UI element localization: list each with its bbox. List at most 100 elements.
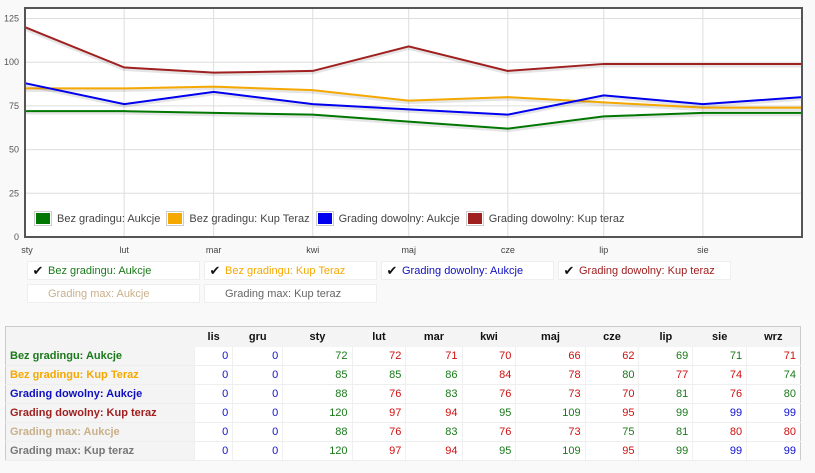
table-cell: 74 bbox=[746, 365, 801, 385]
table-cell: 70 bbox=[584, 384, 639, 404]
table-cell: 99 bbox=[638, 441, 693, 461]
legend-label: Bez gradingu: Kup Teraz bbox=[189, 212, 310, 225]
chart-legend: Bez gradingu: Aukcje Bez gradingu: Kup Te… bbox=[30, 211, 626, 226]
table-cell: 0 bbox=[193, 422, 233, 442]
series-toggle[interactable]: ✔ Grading dowolny: Kup teraz bbox=[558, 261, 731, 280]
table-cell: 99 bbox=[692, 403, 747, 423]
toggle-label: Bez gradingu: Kup Teraz bbox=[225, 264, 346, 277]
table-cell: 75 bbox=[584, 422, 639, 442]
table-cell: 0 bbox=[193, 384, 233, 404]
legend-swatch bbox=[34, 211, 52, 226]
series-shadow bbox=[24, 83, 803, 119]
y-tick-label: 125 bbox=[4, 13, 19, 23]
series-shadow bbox=[25, 87, 802, 112]
column-header: gru bbox=[248, 331, 267, 343]
table-header-row: lis gru sty lut mar kwi maj cze lip sie wrz bbox=[6, 327, 801, 348]
series-shadow bbox=[24, 27, 802, 77]
table-cell: 69 bbox=[638, 347, 693, 366]
y-tick-label: 100 bbox=[4, 57, 19, 67]
table-cell: 109 bbox=[515, 441, 586, 461]
table-cell: 62 bbox=[584, 347, 639, 366]
column-header: sie bbox=[712, 331, 728, 343]
table-cell: 72 bbox=[282, 347, 353, 366]
series-toggle[interactable]: ✔ Bez gradingu: Kup Teraz bbox=[204, 261, 377, 280]
table-cell: 99 bbox=[692, 441, 747, 461]
table-cell: 0 bbox=[232, 347, 283, 366]
table-cell: 88 bbox=[282, 422, 353, 442]
toggle-label: Grading dowolny: Kup teraz bbox=[579, 264, 715, 277]
x-tick-label: sty bbox=[21, 245, 33, 255]
table-cell: 73 bbox=[515, 422, 586, 442]
column-header: lip bbox=[659, 331, 673, 343]
series-shadow bbox=[25, 111, 802, 133]
toggle-label: Grading max: Kup teraz bbox=[225, 287, 342, 300]
column-header: lis bbox=[207, 331, 220, 343]
y-tick-label: 25 bbox=[9, 188, 19, 198]
legend-swatch bbox=[465, 211, 484, 226]
x-tick-label: kwi bbox=[306, 245, 319, 255]
table-cell: 77 bbox=[638, 365, 693, 385]
table-cell: 66 bbox=[515, 347, 586, 366]
table-cell: 97 bbox=[351, 441, 406, 461]
table-cell: 0 bbox=[193, 365, 233, 385]
table-cell: 95 bbox=[584, 403, 639, 423]
table-row: Bez gradingu: Aukcje 0 0 72 72 71 70 66 62 69 71 71 bbox=[5, 347, 801, 366]
table-cell: 0 bbox=[232, 365, 283, 385]
table-row: Grading dowolny: Aukcje 0 0 88 76 83 76 73 70 81 7… bbox=[5, 384, 801, 404]
line-chart: 0 25 50 75 100 125 sty lut mar kwi maj cze lip sie bbox=[4, 7, 803, 255]
column-header: lut bbox=[372, 331, 386, 343]
series-toggle[interactable]: Grading max: Kup teraz bbox=[204, 284, 377, 303]
series-toggle[interactable]: ✔ Grading dowolny: Aukcje bbox=[381, 261, 554, 280]
table-cell: 76 bbox=[351, 384, 406, 404]
table-cell: 0 bbox=[193, 347, 233, 366]
legend-swatch bbox=[166, 211, 185, 226]
x-tick-label: sie bbox=[697, 245, 709, 255]
column-header: kwi bbox=[480, 331, 498, 343]
table-cell: 99 bbox=[746, 441, 801, 461]
table-cell: 80 bbox=[746, 422, 801, 442]
legend-label: Bez gradingu: Aukcje bbox=[57, 212, 161, 225]
table-cell: 78 bbox=[515, 365, 586, 385]
checkmark-icon: ✔ bbox=[563, 262, 575, 278]
x-tick-label: maj bbox=[401, 245, 416, 255]
data-table: lis gru sty lut mar kwi maj cze lip sie wrz Bez gra… bbox=[5, 326, 801, 461]
toggle-label: Grading dowolny: Aukcje bbox=[402, 264, 524, 277]
table-cell: 76 bbox=[461, 384, 516, 404]
table-cell: 95 bbox=[461, 403, 516, 423]
table-cell: 76 bbox=[692, 384, 747, 404]
table-cell: 99 bbox=[638, 403, 693, 423]
table-cell: 71 bbox=[746, 347, 801, 366]
table-cell: 76 bbox=[461, 422, 516, 442]
column-header: wrz bbox=[764, 331, 783, 343]
table-cell: 97 bbox=[351, 403, 406, 423]
row-label: Grading max: Kup teraz bbox=[5, 441, 195, 461]
x-tick-label: lut bbox=[119, 245, 129, 255]
table-cell: 94 bbox=[405, 441, 463, 461]
table-cell: 85 bbox=[282, 365, 353, 385]
column-header: cze bbox=[603, 331, 621, 343]
table-cell: 83 bbox=[405, 422, 463, 442]
table-cell: 94 bbox=[405, 403, 463, 423]
y-tick-label: 0 bbox=[14, 232, 19, 242]
table-cell: 73 bbox=[515, 384, 586, 404]
header-blank bbox=[6, 327, 195, 348]
table-cell: 84 bbox=[461, 365, 516, 385]
series-toggles: ✔ Bez gradingu: Aukcje ✔ Bez gradingu: Kup … bbox=[27, 261, 747, 303]
table-row: Grading max: Kup teraz 0 0 120 97 94 95 109 95 99… bbox=[5, 441, 801, 461]
column-header: mar bbox=[423, 331, 445, 343]
table-cell: 0 bbox=[193, 403, 233, 423]
x-tick-label: mar bbox=[206, 245, 222, 255]
row-label: Bez gradingu: Aukcje bbox=[5, 347, 195, 366]
x-tick-label: lip bbox=[599, 245, 608, 255]
table-cell: 86 bbox=[405, 365, 463, 385]
checkmark-icon: ✔ bbox=[209, 262, 221, 278]
column-header: maj bbox=[541, 331, 560, 343]
checkmark-icon: ✔ bbox=[386, 262, 398, 278]
series-toggle[interactable]: Grading max: Aukcje bbox=[27, 284, 200, 303]
legend-label: Grading dowolny: Kup teraz bbox=[488, 212, 625, 225]
row-label: Grading max: Aukcje bbox=[5, 422, 195, 442]
series-toggle[interactable]: ✔ Bez gradingu: Aukcje bbox=[27, 261, 200, 280]
table-cell: 120 bbox=[282, 403, 353, 423]
table-cell: 85 bbox=[351, 365, 406, 385]
table-cell: 70 bbox=[461, 347, 516, 366]
